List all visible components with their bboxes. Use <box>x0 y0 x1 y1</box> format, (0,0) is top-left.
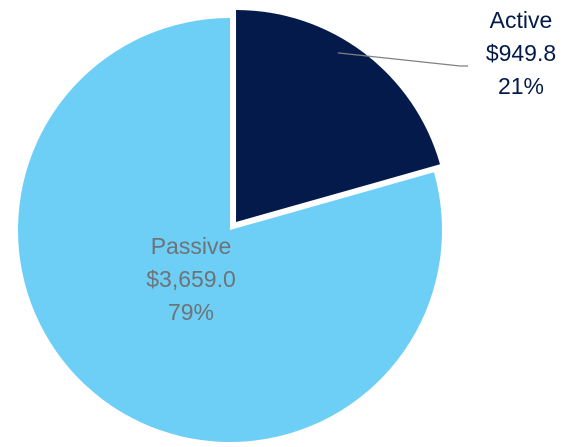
labels-layer: Active $949.8 21% Passive $3,659.0 79% <box>146 7 556 325</box>
slice-label-passive-percent: 79% <box>168 299 214 325</box>
slice-label-passive-name: Passive <box>151 233 232 259</box>
leader-line-active <box>337 52 468 67</box>
slice-label-active-percent: 21% <box>498 73 544 99</box>
slice-label-passive-value: $3,659.0 <box>146 266 236 292</box>
slice-label-active-name: Active <box>490 7 553 33</box>
slices-layer <box>17 10 442 443</box>
pie-slice-active <box>236 10 441 223</box>
slice-label-active-value: $949.8 <box>486 40 556 66</box>
leader-lines-layer <box>337 52 468 67</box>
pie-slice-passive <box>17 18 442 443</box>
